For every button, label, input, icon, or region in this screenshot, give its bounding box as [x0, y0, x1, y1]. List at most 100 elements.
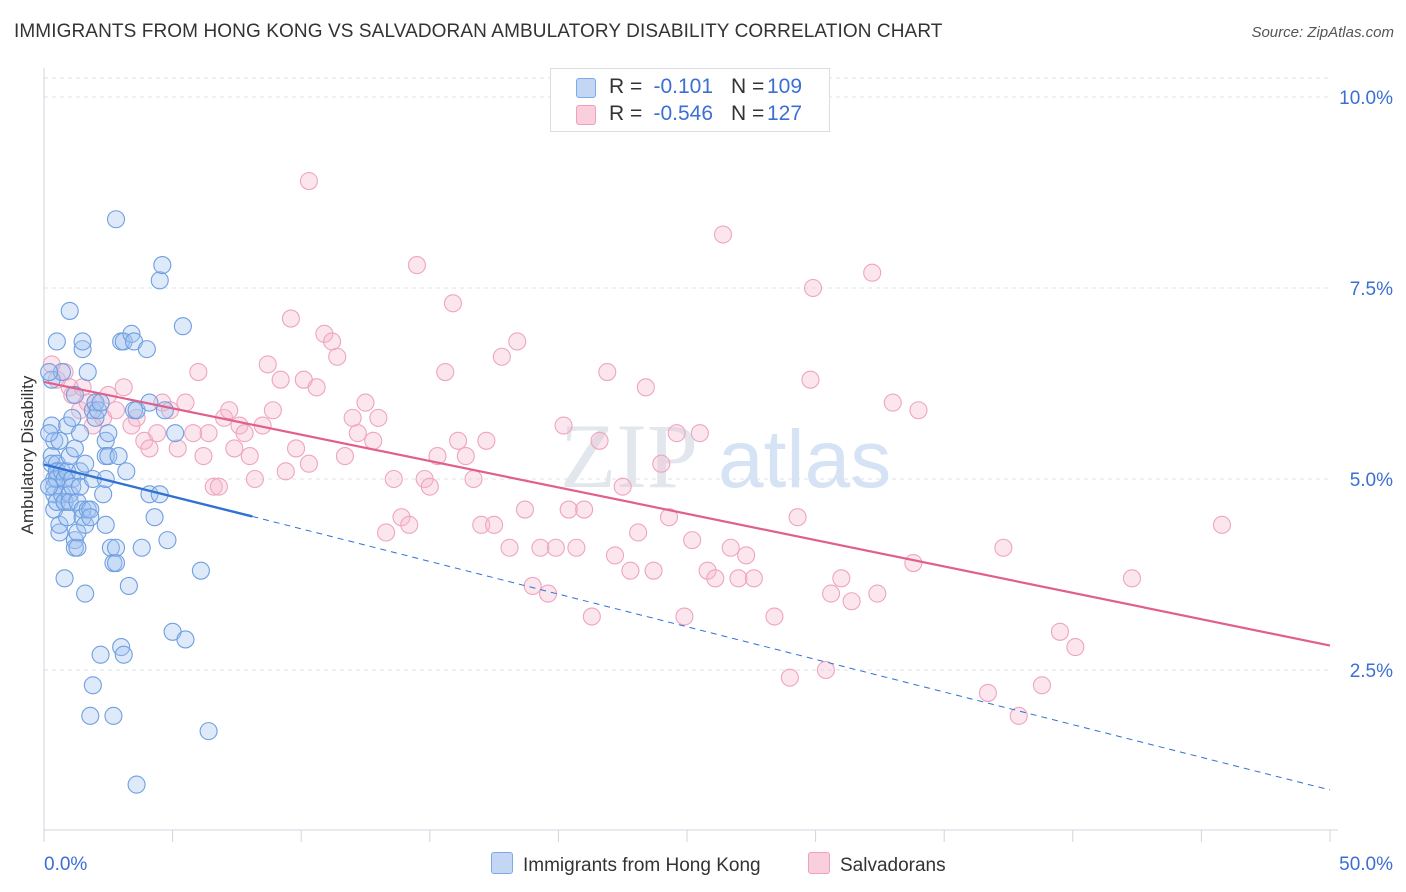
- hong-kong-point: [83, 676, 102, 695]
- n-value: 109: [767, 75, 803, 98]
- hong-kong-point: [96, 515, 115, 534]
- hong-kong-point: [70, 424, 90, 443]
- source-label: Source: ZipAtlas.com: [1251, 24, 1394, 41]
- salvadoran-point: [472, 515, 491, 534]
- salvadoran-point: [539, 584, 558, 603]
- salvadoran-point: [721, 538, 740, 557]
- hong-kong-point: [117, 462, 136, 481]
- hong-kong-point: [91, 393, 110, 412]
- salvadoran-point: [1122, 569, 1142, 588]
- salvadoran-point: [816, 660, 835, 680]
- correlation-legend: R = -0.101 N = 109 R = -0.546 N = 127: [550, 68, 830, 132]
- x-tick-label: 0.0%: [44, 854, 87, 875]
- salvadoran-point: [531, 538, 550, 557]
- hong-kong-point: [50, 431, 69, 450]
- salvadoran-point: [803, 278, 823, 298]
- hong-kong-point: [91, 645, 110, 664]
- x-tick-label: 50.0%: [1339, 854, 1393, 875]
- salvadoran-point: [713, 225, 733, 244]
- hong-kong-point: [104, 706, 123, 725]
- hong-kong-point: [127, 775, 146, 794]
- hong-kong-point: [176, 630, 195, 649]
- salvadoran-point: [348, 424, 367, 443]
- salvadoran-point: [652, 454, 671, 473]
- salvadoran-point: [449, 431, 468, 450]
- salvadoran-point: [821, 584, 841, 603]
- salvadoran-point: [343, 408, 362, 427]
- hong-kong-point: [81, 508, 100, 527]
- salvadoran-point: [832, 569, 851, 588]
- hong-kong-point: [73, 340, 92, 359]
- y-tick-label: 5.0%: [1350, 470, 1393, 491]
- salvadoran-point: [909, 401, 928, 420]
- salvadoran-point: [364, 431, 383, 450]
- salvadoran-point: [464, 469, 483, 489]
- salvadoran-point: [904, 553, 923, 573]
- n-label: N =: [731, 102, 765, 125]
- salvadoran-point: [315, 324, 334, 343]
- hong-kong-point: [78, 362, 97, 382]
- y-tick-label: 2.5%: [1350, 661, 1393, 682]
- hong-kong-point: [199, 722, 218, 741]
- salvadoran-point: [780, 668, 799, 687]
- salvadoran-point: [384, 469, 403, 489]
- salvadoran-point: [554, 416, 573, 435]
- hong-kong-point: [55, 569, 74, 588]
- salvadoran-point: [328, 347, 347, 366]
- salvadoran-point: [546, 538, 565, 557]
- salvadoran-point: [420, 477, 439, 496]
- hong-kong-point: [81, 706, 100, 725]
- salvadoran-point: [323, 332, 342, 351]
- hong-kong-point: [58, 508, 77, 527]
- salvadoran-point: [276, 462, 295, 481]
- r-label: R =: [609, 75, 643, 98]
- hong-kong-point: [40, 362, 59, 382]
- salvadoran-point: [605, 546, 625, 565]
- salvadoran-point: [189, 362, 208, 382]
- salvadoran-point: [106, 401, 126, 420]
- watermark: ZIP atlas: [560, 405, 891, 507]
- hong-kong-point: [94, 485, 113, 504]
- salvadoran-point: [523, 576, 542, 596]
- salvadoran-point: [148, 424, 167, 443]
- hong-kong-point: [119, 576, 138, 596]
- hong-kong-point: [145, 508, 164, 527]
- hong-kong-point: [81, 500, 100, 519]
- n-value: 127: [767, 102, 803, 125]
- salvadoran-point: [698, 561, 717, 580]
- salvadoran-point: [613, 477, 632, 496]
- salvadoran-point: [377, 523, 396, 542]
- hong-kong-point: [68, 538, 87, 557]
- hong-kong-point: [63, 408, 82, 427]
- salvadoran-point: [456, 447, 475, 466]
- salvadoran-point: [883, 393, 902, 412]
- hong-kong-point: [40, 424, 59, 443]
- salvadoran-point: [863, 263, 882, 282]
- salvadoran-point: [729, 569, 748, 588]
- salvadoran-point: [801, 370, 820, 389]
- hong-kong-point: [158, 531, 177, 550]
- salvadoran-point: [667, 424, 686, 443]
- legend-row-hong-kong: R = -0.101 N = 109: [551, 75, 829, 101]
- salvadoran-point: [994, 538, 1013, 557]
- salvadoran-point: [235, 424, 254, 443]
- salvadoran-point: [356, 393, 375, 412]
- hong-kong-point: [99, 424, 118, 443]
- salvadoran-point: [204, 477, 223, 496]
- salvadoran-point: [515, 500, 535, 519]
- salvadoran-point: [184, 424, 203, 443]
- salvadoran-point: [978, 683, 997, 702]
- hong-kong-point: [76, 584, 95, 603]
- watermark-zip: ZIP: [560, 405, 698, 507]
- salvadoran-point: [245, 469, 264, 489]
- salvadoran-point: [176, 393, 195, 412]
- hong-kong-point: [114, 332, 133, 351]
- hong-kong-point: [155, 401, 174, 420]
- hong-kong-points: [40, 210, 218, 794]
- hong-kong-point: [73, 332, 92, 351]
- salvadoran-point: [567, 538, 586, 557]
- hong-kong-point: [40, 477, 59, 496]
- hong-kong-point: [60, 301, 79, 320]
- salvadoran-point: [559, 500, 578, 519]
